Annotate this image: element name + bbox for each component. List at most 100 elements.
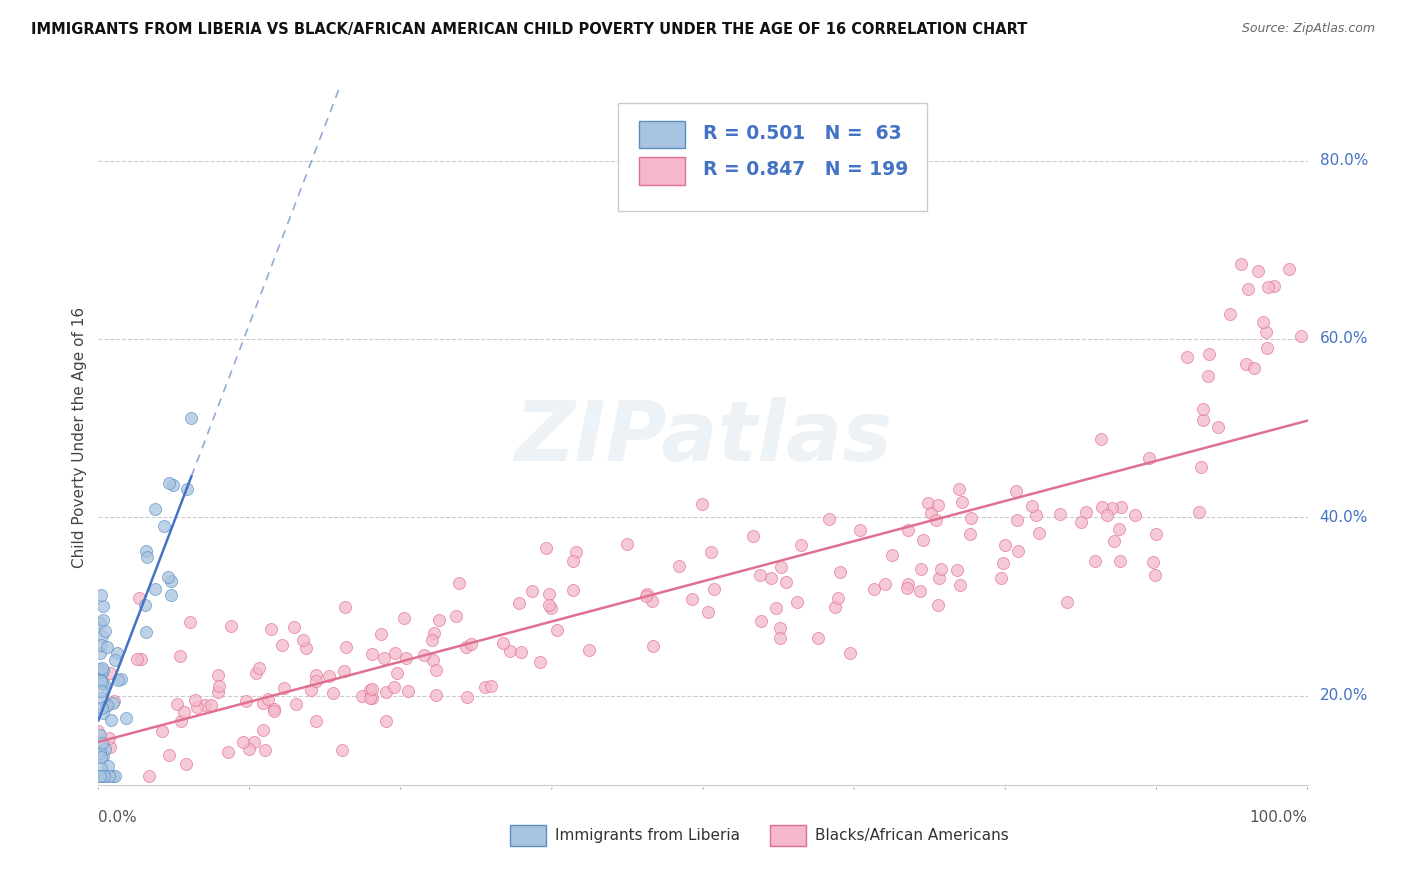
- Point: [96, 698, 118, 712]
- Point: [456, 690, 478, 705]
- Point: [91, 736, 114, 750]
- Point: [827, 591, 849, 606]
- Point: [1289, 329, 1312, 343]
- Point: [499, 644, 522, 658]
- Point: [89, 669, 111, 683]
- Point: [1256, 342, 1278, 356]
- Point: [89, 769, 111, 783]
- Point: [761, 571, 783, 585]
- Point: [359, 682, 381, 697]
- Point: [207, 685, 229, 699]
- Point: [641, 639, 664, 653]
- Point: [90, 673, 112, 688]
- Point: [207, 668, 229, 682]
- Point: [194, 698, 217, 713]
- Point: [910, 561, 932, 575]
- Point: [425, 663, 447, 677]
- Point: [91, 665, 114, 680]
- Text: Source: ZipAtlas.com: Source: ZipAtlas.com: [1241, 22, 1375, 36]
- Point: [330, 742, 353, 756]
- Point: [104, 653, 127, 667]
- Point: [184, 693, 207, 707]
- FancyBboxPatch shape: [509, 825, 546, 847]
- Point: [87, 724, 110, 739]
- Point: [1230, 257, 1253, 271]
- Point: [235, 693, 257, 707]
- Point: [252, 697, 274, 711]
- Point: [636, 589, 658, 603]
- Point: [427, 613, 450, 627]
- Point: [1247, 264, 1270, 278]
- Point: [1188, 505, 1211, 519]
- Point: [839, 646, 862, 660]
- Point: [681, 592, 703, 607]
- Point: [238, 742, 260, 756]
- Point: [169, 649, 191, 664]
- Point: [849, 523, 872, 537]
- Point: [153, 519, 176, 533]
- Text: 0.0%: 0.0%: [98, 810, 138, 825]
- Point: [765, 601, 787, 615]
- Point: [94, 742, 117, 756]
- Point: [90, 629, 112, 643]
- Point: [896, 581, 918, 595]
- Point: [565, 545, 588, 559]
- Point: [1198, 347, 1220, 361]
- Point: [135, 549, 157, 564]
- Point: [114, 711, 136, 725]
- Point: [180, 410, 202, 425]
- Point: [91, 701, 114, 715]
- FancyBboxPatch shape: [638, 157, 685, 185]
- Point: [374, 714, 396, 728]
- Point: [960, 511, 983, 525]
- Point: [1007, 544, 1029, 558]
- Point: [1070, 515, 1092, 529]
- Point: [90, 760, 112, 774]
- Point: [991, 557, 1014, 571]
- Point: [138, 769, 160, 783]
- Point: [636, 587, 658, 601]
- Point: [207, 680, 229, 694]
- Point: [101, 696, 124, 710]
- Point: [143, 501, 166, 516]
- Point: [641, 594, 664, 608]
- Point: [1191, 413, 1213, 427]
- Point: [90, 588, 112, 602]
- Point: [1004, 484, 1026, 499]
- Point: [318, 669, 340, 683]
- Y-axis label: Child Poverty Under the Age of 16: Child Poverty Under the Age of 16: [72, 307, 87, 567]
- Point: [1144, 526, 1167, 541]
- Point: [920, 507, 942, 521]
- Point: [1137, 450, 1160, 465]
- Point: [769, 560, 792, 574]
- Point: [1007, 513, 1029, 527]
- Point: [1108, 523, 1130, 537]
- Point: [775, 575, 797, 590]
- Point: [97, 758, 120, 772]
- Point: [1084, 554, 1107, 568]
- Point: [690, 497, 713, 511]
- Point: [994, 538, 1017, 552]
- Point: [917, 495, 939, 509]
- Point: [897, 577, 920, 591]
- Point: [1257, 279, 1279, 293]
- Text: R = 0.501   N =  63: R = 0.501 N = 63: [703, 123, 901, 143]
- Point: [529, 655, 551, 669]
- Point: [98, 769, 121, 783]
- Point: [950, 495, 973, 509]
- Point: [897, 523, 920, 537]
- Point: [89, 616, 111, 631]
- Point: [948, 482, 970, 496]
- Point: [373, 651, 395, 665]
- Point: [93, 769, 115, 783]
- Point: [162, 477, 184, 491]
- Point: [1175, 350, 1198, 364]
- Point: [232, 735, 254, 749]
- Point: [1237, 282, 1260, 296]
- Point: [97, 731, 120, 745]
- Point: [925, 513, 948, 527]
- Text: R = 0.847   N = 199: R = 0.847 N = 199: [703, 160, 908, 178]
- Point: [520, 584, 543, 599]
- Point: [561, 554, 583, 568]
- Point: [374, 685, 396, 699]
